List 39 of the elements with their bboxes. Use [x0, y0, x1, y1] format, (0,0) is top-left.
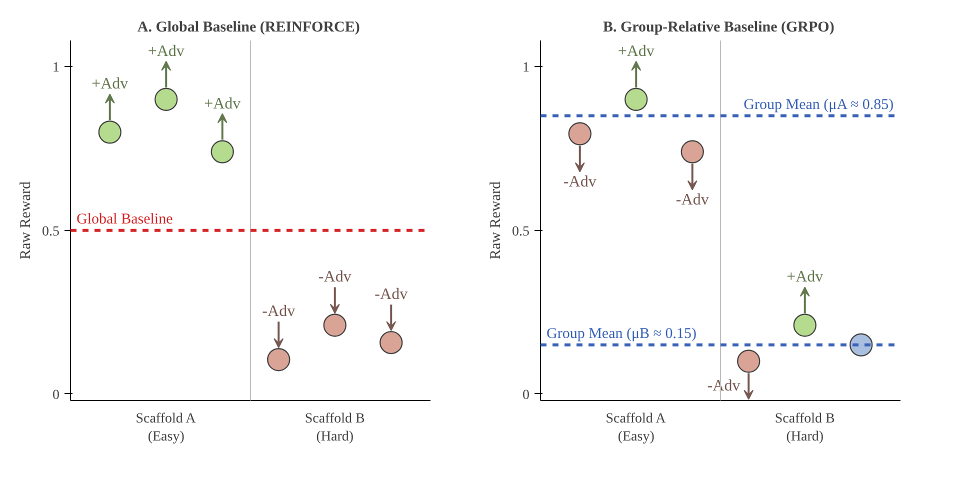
- y-tick-label: 1: [52, 60, 60, 76]
- point: [323, 314, 346, 337]
- point: [380, 330, 403, 354]
- x-tick-label: Scaffold A (Easy): [136, 412, 197, 444]
- point: [267, 348, 290, 372]
- point: [210, 140, 234, 164]
- data-label: +Adv: [204, 95, 241, 112]
- point: [850, 333, 873, 356]
- x-tick-label: Scaffold A (Easy): [606, 412, 667, 444]
- data-label: +Adv: [618, 42, 654, 60]
- y-tick-label: 1: [522, 60, 530, 76]
- x-tick-label: Scaffold B (Hard): [774, 412, 835, 444]
- data-label: -Adv: [676, 191, 709, 208]
- y-axis-title: Raw Reward: [488, 181, 504, 260]
- data-label: +Adv: [148, 42, 184, 60]
- y-tick-label: 0: [522, 388, 530, 403]
- point: [793, 314, 816, 337]
- data-label: -Adv: [318, 268, 352, 286]
- chart-title: A. Global Baseline (REINFORCE): [137, 20, 360, 36]
- x-tick-label: Scaffold B (Hard): [304, 412, 365, 444]
- y-tick-label: 0.5: [42, 224, 60, 240]
- data-label: +Adv: [786, 268, 824, 286]
- point: [154, 88, 178, 111]
- data-label: +Adv: [92, 76, 128, 93]
- data-label: -Adv: [374, 286, 408, 304]
- data-label: -Adv: [262, 303, 296, 320]
- point: [98, 120, 122, 144]
- ref-line-label: Group Mean (μB ≈ 0.15): [546, 326, 697, 342]
- data-label: -Adv: [563, 173, 596, 190]
- point: [624, 88, 648, 111]
- y-tick-label: 0.5: [512, 224, 530, 240]
- ref-line-label: Group Mean (μA ≈ 0.85): [744, 96, 894, 113]
- y-axis-title: Raw Reward: [18, 181, 34, 260]
- point: [737, 350, 760, 373]
- point: [680, 140, 704, 164]
- point: [568, 122, 592, 146]
- y-tick-label: 0: [52, 388, 60, 403]
- chart-title: B. Group-Relative Baseline (GRPO): [602, 20, 834, 36]
- ref-line-label: Global Baseline: [76, 211, 174, 228]
